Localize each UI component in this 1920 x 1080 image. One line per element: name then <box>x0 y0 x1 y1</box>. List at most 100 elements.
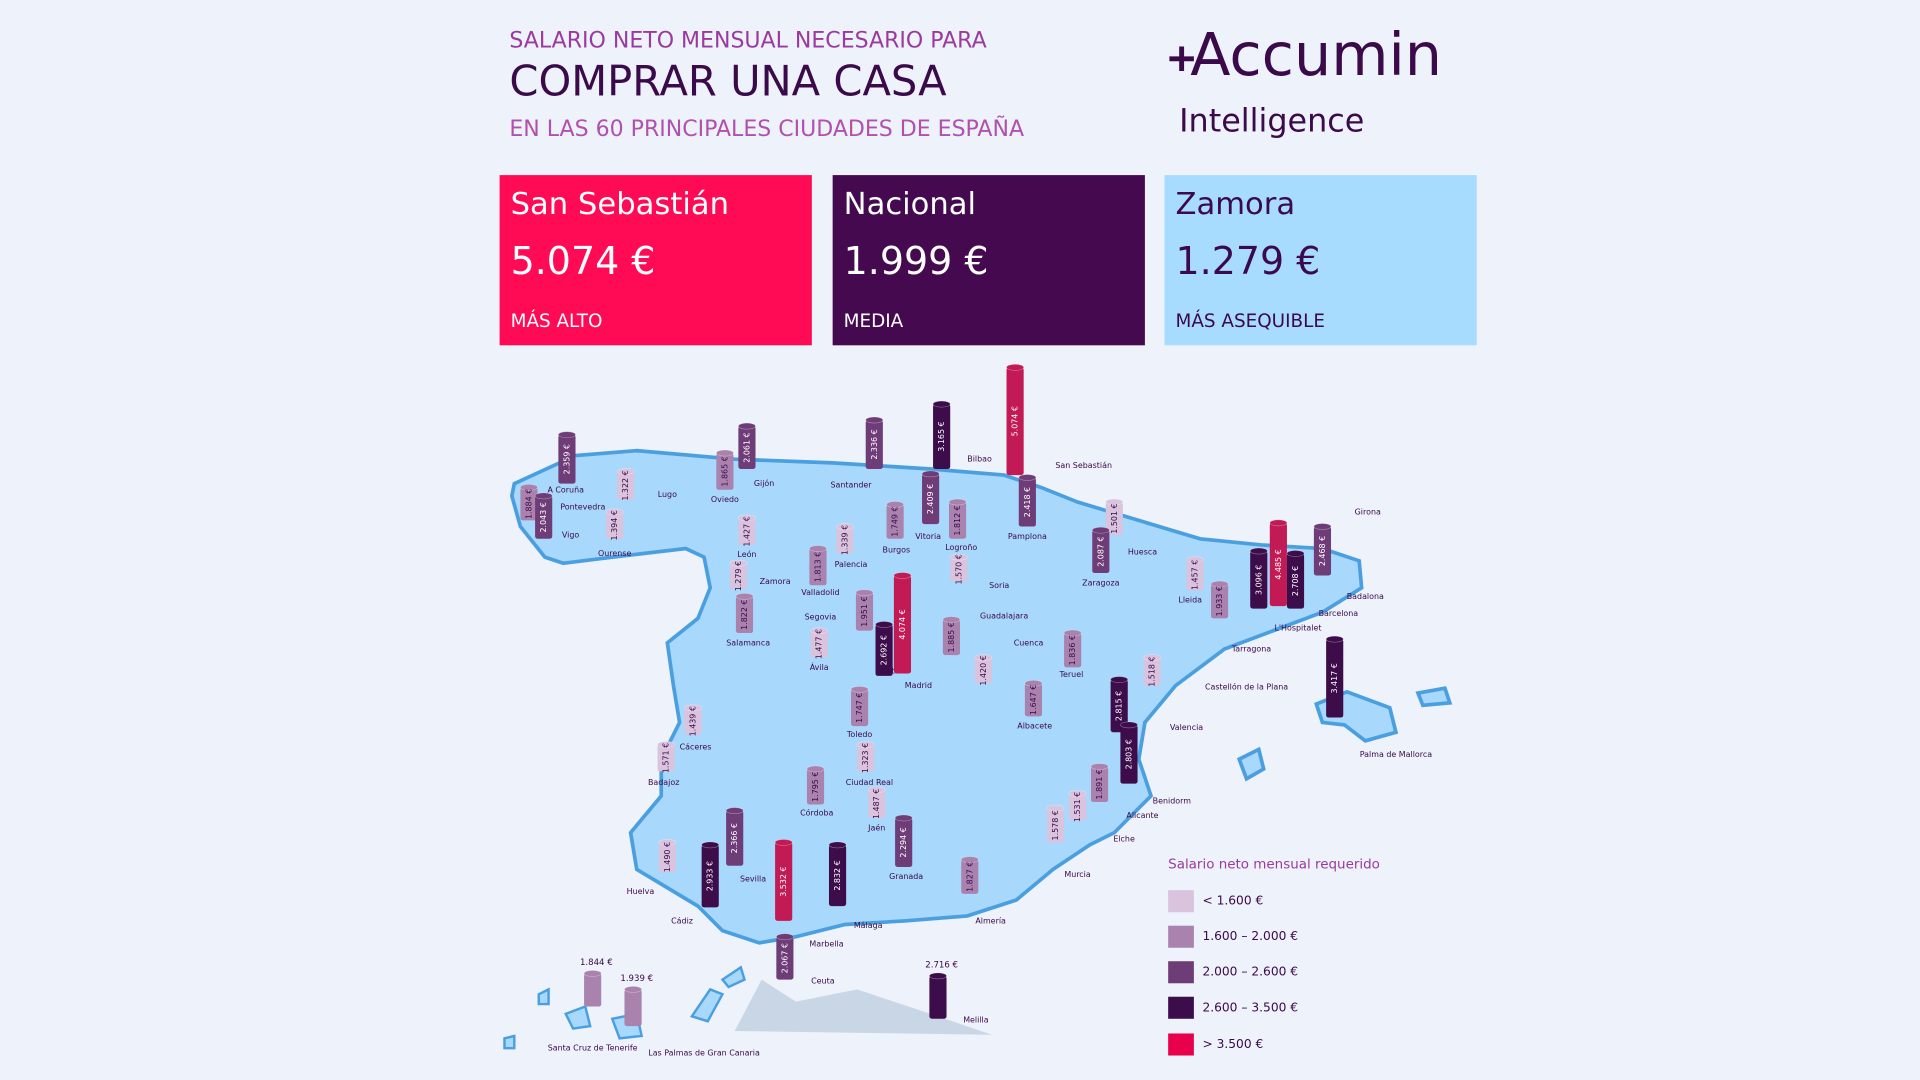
city-bar-top <box>893 572 912 579</box>
city: 2.043 € Vigo <box>534 492 579 540</box>
city-bar <box>886 504 904 539</box>
city-bar <box>1313 526 1332 576</box>
city-name: Córdoba <box>800 808 833 818</box>
legend-label: 2.600 – 3.500 € <box>1202 1000 1298 1014</box>
card <box>499 175 812 346</box>
city: 1.420 € Cuenca <box>974 638 1044 686</box>
city: 3.417 € Palma de Mallorca <box>1325 635 1432 759</box>
city: 2.366 € Sevilla <box>725 807 766 884</box>
city: 1.427 € León <box>737 514 756 559</box>
city-value: 2.294 € <box>899 827 908 857</box>
city-name: Salamanca <box>726 638 770 647</box>
city-bar <box>950 557 968 582</box>
city-name: Segovia <box>805 613 837 622</box>
city-value: 1.813 € <box>813 552 822 582</box>
city-bar-top <box>1143 654 1162 661</box>
city-value: 1.795 € <box>811 772 820 802</box>
city-bar <box>1091 766 1109 803</box>
city: 1.951 € Segovia <box>805 589 874 631</box>
city-value: 1.394 € <box>610 510 619 540</box>
city-bar-top <box>738 514 756 522</box>
city-bar-top <box>1024 679 1043 687</box>
city-bar-top <box>684 704 702 712</box>
city-name: Ávila <box>810 661 829 672</box>
city-value: 1.827 € <box>965 862 974 892</box>
card-value: 1.999 € <box>844 239 989 283</box>
city: 1.571 € Badajoz <box>648 741 679 787</box>
city-value: 1.647 € <box>1029 685 1038 715</box>
city-bar <box>1092 530 1110 574</box>
city: 1.865 € Oviedo <box>711 449 739 504</box>
city-bar-top <box>558 431 576 439</box>
kicker: SALARIO NETO MENSUAL NECESARIO PARA <box>509 29 986 54</box>
city-bar-top <box>716 449 734 457</box>
city: 1.749 € Burgos <box>883 501 910 554</box>
city-bar-top <box>886 501 904 508</box>
city-value: 1.490 € <box>663 842 672 872</box>
city-bar <box>895 817 913 867</box>
city-name: Albacete <box>1017 722 1052 731</box>
city-value: 1.457 € <box>1191 560 1200 590</box>
city: 1.501 € Huesca <box>1105 498 1157 557</box>
city: 3.096 € L'Hospitalet <box>1249 547 1321 633</box>
city: 1.394 € Ourense <box>598 508 631 558</box>
city-bar-top <box>1091 526 1110 534</box>
city: 2.832 € Málaga <box>828 841 883 930</box>
city-bar <box>942 619 960 656</box>
city-bar-top <box>1046 804 1065 812</box>
city-value: 2.692 € <box>880 635 889 665</box>
card-label: MÁS ASEQUIBLE <box>1176 310 1325 332</box>
city-bar-top <box>1063 629 1082 637</box>
city-name: Melilla <box>963 1016 989 1025</box>
cards: San Sebastián 5.074 € MÁS ALTO Nacional 1.99… <box>499 175 1477 346</box>
city-value: 2.067 € <box>780 943 789 973</box>
city-name: Valladolid <box>801 588 839 597</box>
menorca <box>1415 686 1453 708</box>
city-name: Badajoz <box>648 778 679 787</box>
city-bar <box>1250 551 1268 609</box>
city-bar <box>1211 584 1229 619</box>
city-name: Elche <box>1113 834 1135 843</box>
city-value: 1.865 € <box>720 456 729 486</box>
city: 1.570 € Soria <box>949 553 1009 590</box>
city-bar <box>1326 639 1344 718</box>
city-bar <box>809 548 827 586</box>
city-name: Lleida <box>1178 596 1202 605</box>
city: 1.487 € Jaén <box>867 786 886 832</box>
city-value: 3.096 € <box>1254 565 1263 595</box>
city: 2.067 € Ceuta <box>776 933 835 985</box>
city-name: Cáceres <box>680 742 712 751</box>
city-value: 1.531 € <box>1073 792 1082 822</box>
city-bar <box>810 630 828 658</box>
city-name: L'Hospitalet <box>1274 624 1321 633</box>
city-value: 2.366 € <box>730 823 739 853</box>
city-value: 1.822 € <box>740 600 749 630</box>
city-bar <box>738 517 756 545</box>
city-name: Oviedo <box>711 495 739 504</box>
subtitle: EN LAS 60 PRINCIPALES CIUDADES DE ESPAÑA <box>509 115 1024 142</box>
city-bar-top <box>1006 363 1024 371</box>
city-name: San Sebastián <box>1055 461 1112 470</box>
city-bar-top <box>1325 635 1344 643</box>
city-bar-top <box>1249 547 1268 555</box>
city: 1.322 € Lugo <box>616 468 677 501</box>
city-bar-top <box>729 559 748 567</box>
legend: Salario neto mensual requerido < 1.600 €… <box>1168 857 1380 1056</box>
city-name: Ourense <box>598 549 631 558</box>
city-value: 2.468 € <box>1318 536 1327 566</box>
city-bar-top <box>867 786 886 794</box>
city: 2.294 € Granada <box>889 814 923 881</box>
city-bar <box>922 473 940 525</box>
city: 2.708 € Badalona <box>1286 550 1384 609</box>
city-bar <box>1006 367 1024 476</box>
city-name: Palencia <box>835 560 868 569</box>
city-bar <box>729 563 747 589</box>
city-value: 2.359 € <box>562 444 571 474</box>
city-bar-top <box>1210 580 1229 588</box>
city-bar <box>1064 633 1082 668</box>
city-name: Almería <box>975 916 1006 925</box>
city-bar <box>1186 559 1204 591</box>
logo-name: Accumin <box>1190 20 1442 89</box>
city-value: 1.933 € <box>1215 586 1224 616</box>
